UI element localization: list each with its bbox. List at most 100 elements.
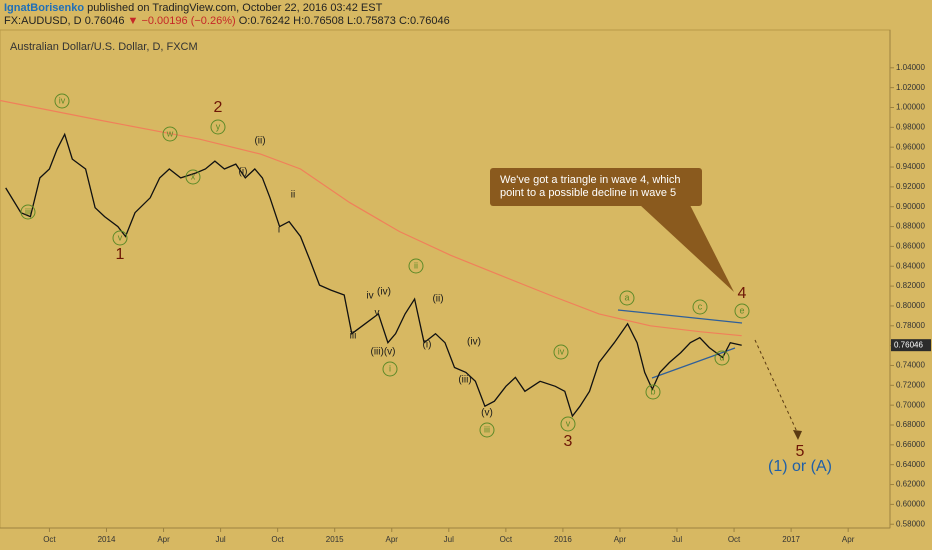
y-tick-label: 0.88000 <box>896 222 925 231</box>
wave-circle <box>112 230 128 246</box>
x-tick-label: 2017 <box>782 535 800 544</box>
y-tick-label: 0.64000 <box>896 460 925 469</box>
wave-label: (ii) <box>254 136 265 147</box>
ohlc: O:0.76242 H:0.76508 L:0.75873 C:0.76046 <box>238 15 450 27</box>
y-tick-label: 0.58000 <box>896 519 925 528</box>
header: IgnatBorisenko published on TradingView.… <box>4 2 450 28</box>
y-tick-label: 0.80000 <box>896 301 925 310</box>
wave-circle <box>382 361 398 377</box>
wave-circle <box>714 350 730 366</box>
y-tick-label: 0.78000 <box>896 321 925 330</box>
wave-label: a <box>624 292 629 302</box>
wave-label: iv <box>366 291 373 302</box>
wave-label: y <box>216 121 221 131</box>
x-tick-label: 2014 <box>98 535 116 544</box>
wave-circle <box>553 344 569 360</box>
published: published on TradingView.com, October 22… <box>87 2 383 14</box>
chart-title: Australian Dollar/U.S. Dollar, D, FXCM <box>10 41 198 53</box>
change: ▼ −0.00196 (−0.26%) <box>127 15 236 27</box>
wave-label: iii <box>484 424 490 434</box>
y-tick-label: 0.94000 <box>896 162 925 171</box>
wave-label: iii <box>25 206 31 216</box>
wave-label: 2 <box>214 99 223 116</box>
y-tick-label: 0.74000 <box>896 361 925 370</box>
x-tick-label: Apr <box>842 535 855 544</box>
wave-label: e <box>739 305 744 315</box>
callout-pointer <box>640 205 734 292</box>
wave-label: d <box>719 352 724 362</box>
x-tick-label: Oct <box>43 535 56 544</box>
wave-label: (iv) <box>377 287 391 298</box>
wave-circle <box>645 384 661 400</box>
x-tick-label: Jul <box>672 535 682 544</box>
y-tick-label: 0.72000 <box>896 380 925 389</box>
wave-label: (iv) <box>467 337 481 348</box>
wave-label: 4 <box>738 285 747 302</box>
callout-text: We've got a triangle in wave 4, which <box>500 174 680 186</box>
y-tick-label: 0.70000 <box>896 400 925 409</box>
x-tick-label: Oct <box>500 535 513 544</box>
wave-circle <box>479 422 495 438</box>
wave-circle <box>20 204 36 220</box>
x-tick-label: Jul <box>215 535 225 544</box>
x-tick-label: Oct <box>271 535 284 544</box>
price-line <box>5 132 742 418</box>
wave-label: 5 <box>796 443 805 460</box>
wave-label: i <box>389 363 391 373</box>
wave-circle <box>162 126 178 142</box>
wave-label: (v) <box>481 408 493 419</box>
arrow-head <box>793 430 802 440</box>
y-tick-label: 0.98000 <box>896 122 925 131</box>
y-tick-label: 0.90000 <box>896 202 925 211</box>
triangle-line <box>617 309 743 324</box>
last: 0.76046 <box>84 15 125 27</box>
wave-label: (iii)(v) <box>371 347 396 358</box>
wave-label: ii <box>414 260 418 270</box>
y-tick-label: 0.66000 <box>896 440 925 449</box>
y-tick-label: 0.82000 <box>896 281 925 290</box>
plot-area <box>0 29 891 529</box>
projection-arrow <box>754 339 799 435</box>
wave-label: iii <box>350 331 357 342</box>
price-tag <box>891 339 931 352</box>
wave-circle <box>692 299 708 315</box>
callout-box <box>490 168 702 206</box>
y-tick-label: 0.60000 <box>896 499 925 508</box>
wave-circle <box>734 303 750 319</box>
wave-circle <box>408 258 424 274</box>
wave-label: v <box>375 308 380 319</box>
y-tick-label: 0.62000 <box>896 480 925 489</box>
wave-label: v <box>566 418 571 428</box>
x-tick-label: Oct <box>728 535 741 544</box>
wave-label: i <box>278 225 280 236</box>
wave-circle <box>560 416 576 432</box>
wave-label: b <box>650 386 655 396</box>
wave-label: w <box>166 128 174 138</box>
y-tick-label: 0.86000 <box>896 242 925 251</box>
y-tick-label: 0.84000 <box>896 261 925 270</box>
wave-label: 1 <box>116 246 125 263</box>
wave-label: (i) <box>423 340 432 351</box>
wave-label: iv <box>558 346 565 356</box>
y-tick-label: 1.00000 <box>896 103 925 112</box>
wave-label: (iii) <box>458 375 471 386</box>
x-tick-label: Apr <box>157 535 170 544</box>
y-tick-label: 1.04000 <box>896 63 925 72</box>
symbol: FX:AUDUSD, D <box>4 15 82 27</box>
y-tick-label: 0.96000 <box>896 142 925 151</box>
price-line <box>0 99 742 337</box>
wave-circle <box>210 119 226 135</box>
wave-circle <box>619 290 635 306</box>
triangle-line <box>651 347 736 379</box>
wave-label: (ii) <box>432 294 443 305</box>
wave-label: ii <box>291 190 295 201</box>
wave-label: c <box>698 301 703 311</box>
x-tick-label: Apr <box>614 535 627 544</box>
wave-label: 3 <box>564 433 573 450</box>
wave-circle <box>54 93 70 109</box>
x-tick-label: 2016 <box>554 535 572 544</box>
x-tick-label: Jul <box>444 535 454 544</box>
price-tag-label: 0.76046 <box>894 340 923 349</box>
